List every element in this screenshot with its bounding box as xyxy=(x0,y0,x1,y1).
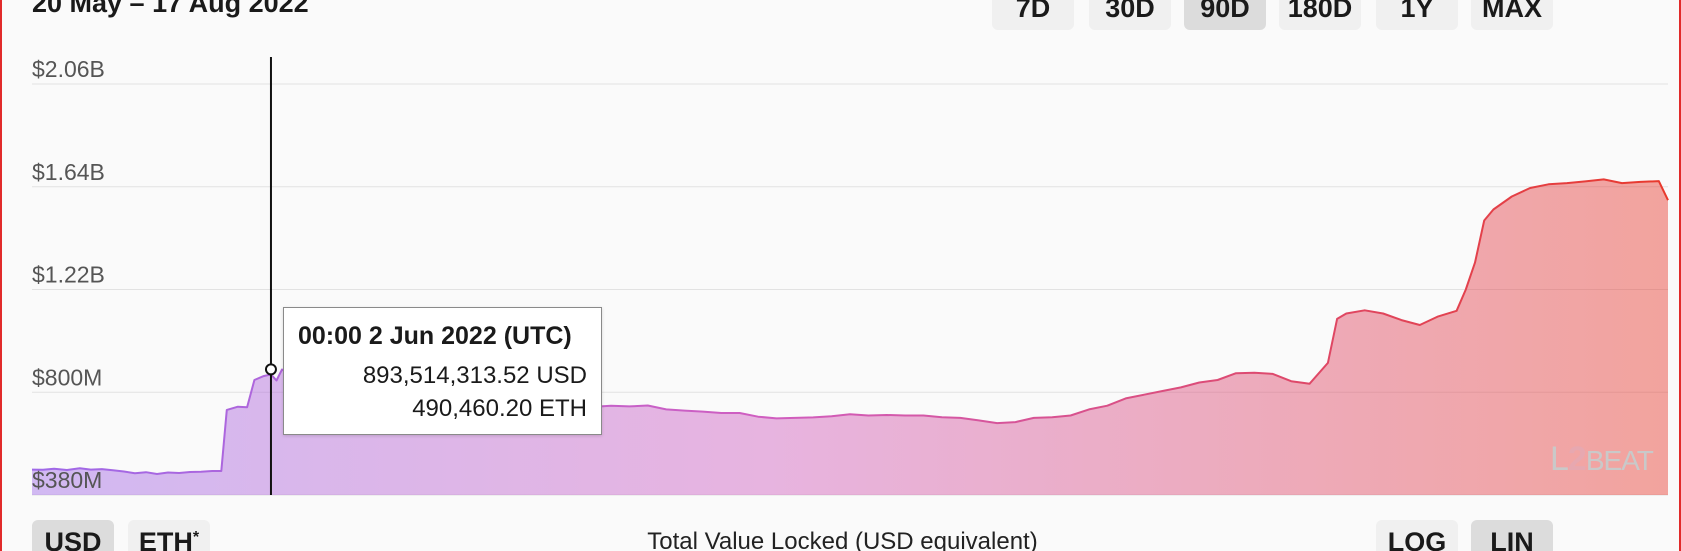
currency-usd-button[interactable]: USD xyxy=(32,520,114,551)
highlight-point xyxy=(264,363,277,376)
scale-lin-button[interactable]: LIN xyxy=(1471,520,1553,551)
range-max-button[interactable]: MAX xyxy=(1471,0,1553,30)
tooltip-usd-value: 893,514,313.52 USD xyxy=(362,362,587,389)
range-button-group: 7D 30D 90D 180D 1Y MAX xyxy=(2,0,1679,30)
logo-beat: BEAT xyxy=(1585,445,1654,476)
logo-2: 2 xyxy=(1567,440,1587,478)
y-tick-label: $380M xyxy=(32,467,102,493)
y-tick-label: $2.06B xyxy=(32,56,105,82)
range-180d-button[interactable]: 180D xyxy=(1279,0,1361,30)
range-30d-button[interactable]: 30D xyxy=(1089,0,1171,30)
tooltip-eth-value: 490,460.20 ETH xyxy=(412,395,587,422)
date-range-label: 20 May – 17 Aug 2022 xyxy=(32,0,309,18)
tvl-line xyxy=(31,178,1669,475)
logo-l: L xyxy=(1550,440,1569,478)
hover-tooltip: 00:00 2 Jun 2022 (UTC) 893,514,313.52 US… xyxy=(283,307,602,435)
tvl-area-fill xyxy=(32,179,1668,495)
y-tick-label: $1.64B xyxy=(32,159,105,185)
range-90d-button[interactable]: 90D xyxy=(1184,0,1266,30)
range-7d-button[interactable]: 7D xyxy=(992,0,1074,30)
l2beat-logo: L2BEAT xyxy=(1550,440,1654,479)
y-tick-label: $1.22B xyxy=(32,262,105,288)
eth-label: ETH xyxy=(138,527,193,551)
scale-log-button[interactable]: LOG xyxy=(1376,520,1458,551)
y-tick-label: $800M xyxy=(32,364,102,390)
currency-eth-button[interactable]: ETH* xyxy=(128,520,210,551)
eth-asterisk: * xyxy=(192,529,200,546)
chart-caption: Total Value Locked (USD equivalent) xyxy=(647,528,1038,551)
bottom-button-group: USD ETH* LOG LIN xyxy=(2,520,1679,551)
tooltip-date: 00:00 2 Jun 2022 (UTC) xyxy=(298,322,572,350)
range-1y-button[interactable]: 1Y xyxy=(1376,0,1458,30)
